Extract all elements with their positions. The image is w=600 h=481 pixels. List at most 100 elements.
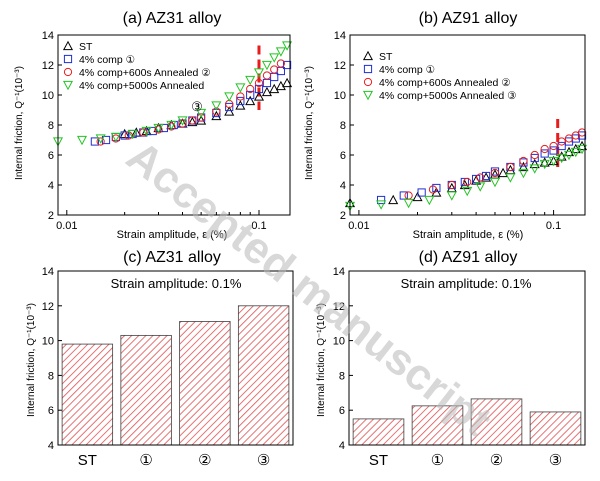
panel-a-frame bbox=[57, 34, 291, 216]
panel-d-bars bbox=[352, 398, 582, 446]
data-point bbox=[235, 100, 246, 110]
data-point bbox=[539, 159, 550, 170]
data-point bbox=[236, 92, 245, 101]
data-point bbox=[529, 158, 540, 169]
panel-a-xlabel: Strain amplitude, ε (%) bbox=[117, 229, 228, 241]
legend-marker bbox=[63, 67, 73, 77]
data-point bbox=[376, 195, 386, 205]
data-point bbox=[282, 60, 292, 70]
y-tick-label: 6 bbox=[339, 405, 345, 417]
data-point bbox=[235, 83, 246, 93]
legend-marker bbox=[362, 50, 374, 61]
data-point bbox=[246, 84, 255, 94]
category-label: ③ bbox=[549, 452, 562, 469]
data-point bbox=[529, 164, 540, 174]
legend-label: 4% comp+600s Annealed ② bbox=[379, 77, 511, 89]
data-point bbox=[506, 162, 515, 172]
legend-marker bbox=[62, 80, 74, 91]
panel-a-legend: ST4% comp ①4% comp+600s Annealed ②4% com… bbox=[62, 40, 211, 92]
panel-a-ylabel: Internal friction, Q⁻¹(10⁻³) bbox=[14, 66, 25, 180]
data-point bbox=[96, 137, 105, 146]
y-tick-label: 14 bbox=[334, 30, 346, 42]
data-point bbox=[127, 129, 138, 140]
y-tick-label: 14 bbox=[333, 266, 345, 278]
data-point bbox=[95, 134, 106, 144]
panel-c-ylabel: Internal friction, Q⁻¹(10⁻³) bbox=[26, 303, 37, 417]
data-point bbox=[476, 173, 485, 182]
data-point bbox=[505, 173, 516, 183]
bar bbox=[179, 321, 231, 446]
y-tick-label: 8 bbox=[340, 120, 346, 132]
data-point bbox=[196, 108, 207, 119]
bar bbox=[529, 411, 582, 446]
data-point bbox=[498, 167, 509, 178]
data-point bbox=[462, 186, 473, 197]
data-point bbox=[431, 187, 442, 197]
x-tick-label: 0.1 bbox=[546, 220, 561, 232]
data-point bbox=[518, 161, 529, 172]
y-tick-label: 14 bbox=[42, 266, 54, 278]
bar bbox=[352, 418, 405, 446]
data-point bbox=[490, 168, 500, 178]
panel-d-frame bbox=[348, 270, 586, 446]
data-point bbox=[530, 153, 539, 163]
data-point bbox=[576, 144, 588, 155]
series-comp600 bbox=[404, 128, 587, 200]
y-tick-label: 8 bbox=[48, 120, 54, 132]
data-point bbox=[262, 71, 272, 80]
data-point bbox=[563, 150, 575, 161]
panel-a: (a) AZ31 alloy Internal friction, Q⁻¹(10… bbox=[14, 10, 293, 241]
x-tick-label: 0.01 bbox=[56, 220, 77, 232]
panel-c-categories: ST ① ② ③ bbox=[78, 452, 271, 469]
data-point bbox=[556, 151, 567, 161]
data-point bbox=[556, 153, 567, 164]
bar bbox=[411, 405, 464, 446]
data-point bbox=[270, 72, 279, 82]
data-point bbox=[412, 191, 423, 202]
data-point bbox=[153, 123, 164, 134]
panel-b-frame bbox=[349, 34, 586, 216]
legend-label: ST bbox=[379, 51, 393, 63]
panel-b-title: (b) AZ91 alloy bbox=[419, 10, 518, 27]
legend-label: 4% comp+5000s Annealed ③ bbox=[379, 90, 517, 102]
data-point bbox=[388, 194, 399, 205]
panel-c: (c) AZ31 alloy Strain amplitude: 0.1% In… bbox=[26, 249, 294, 469]
data-point bbox=[548, 156, 559, 167]
data-point bbox=[110, 132, 121, 143]
data-point bbox=[225, 102, 234, 112]
panel-d-categories: ST ① ② ③ bbox=[369, 452, 562, 469]
panel-b-ylabel: Internal friction, Q⁻¹(10⁻³) bbox=[304, 66, 315, 180]
panel-a-annotation: ③ bbox=[191, 99, 203, 114]
data-point bbox=[459, 179, 470, 190]
x-tick-label: 0.01 bbox=[348, 220, 369, 232]
y-tick-label: 8 bbox=[339, 370, 345, 382]
data-point bbox=[403, 198, 414, 209]
legend-marker bbox=[362, 90, 374, 101]
data-point bbox=[211, 110, 222, 121]
data-point bbox=[404, 191, 413, 200]
data-point bbox=[254, 78, 264, 88]
y-tick-label: 12 bbox=[42, 301, 54, 313]
panel-d: (d) AZ91 alloy Strain amplitude: 0.1% In… bbox=[316, 249, 586, 469]
y-tick-label: 12 bbox=[334, 60, 346, 72]
panel-c-bars bbox=[61, 305, 290, 446]
data-point bbox=[570, 147, 581, 158]
panel-d-ylabel: Internal friction, Q⁻¹(10⁻³) bbox=[316, 303, 327, 417]
legend-label: 4% comp+5000s Annealed bbox=[79, 80, 204, 92]
data-point bbox=[540, 144, 549, 154]
y-tick-label: 2 bbox=[340, 210, 346, 222]
data-point bbox=[188, 116, 197, 125]
y-tick-label: 10 bbox=[42, 336, 54, 348]
data-point bbox=[141, 126, 152, 137]
data-point bbox=[557, 141, 566, 151]
y-tick-label: 2 bbox=[48, 210, 54, 222]
y-tick-label: 4 bbox=[48, 180, 54, 192]
y-tick-label: 10 bbox=[334, 90, 346, 102]
data-point bbox=[276, 59, 285, 68]
data-point bbox=[549, 146, 558, 155]
legend-label: 4% comp+600s Annealed ② bbox=[79, 67, 211, 79]
category-label: ② bbox=[198, 452, 211, 469]
data-point bbox=[577, 131, 587, 140]
panel-a-points bbox=[52, 41, 293, 147]
panel-c-title: (c) AZ31 alloy bbox=[123, 249, 221, 266]
